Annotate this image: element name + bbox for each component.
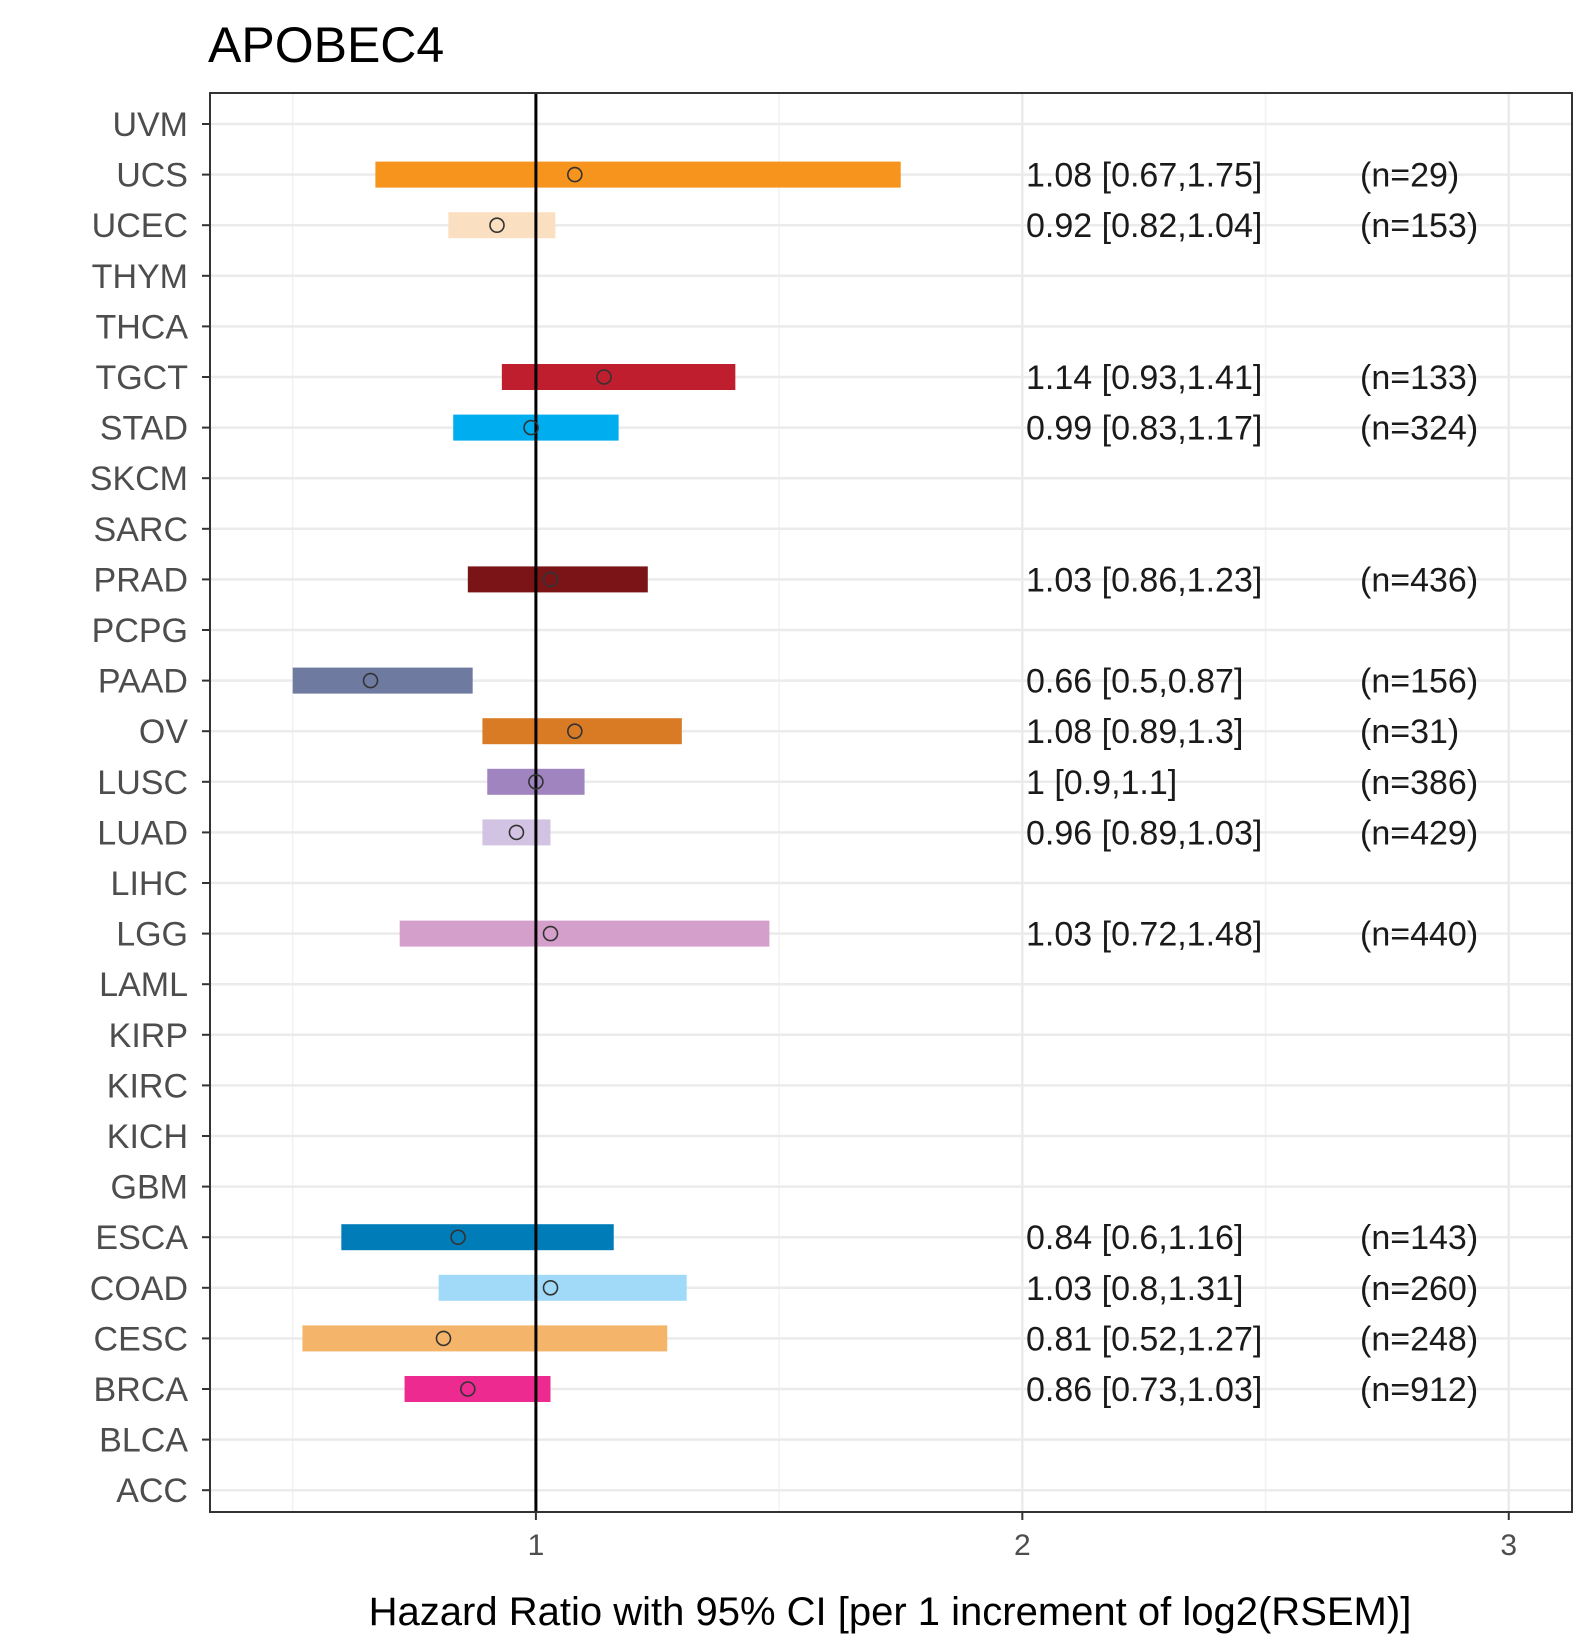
ci-label-esca: 0.84 [0.6,1.16] (1026, 1219, 1243, 1257)
y-tick-label-gbm: GBM (111, 1169, 188, 1207)
ci-label-cesc: 0.81 [0.52,1.27] (1026, 1320, 1262, 1358)
y-tick-label-kirc: KIRC (107, 1067, 188, 1105)
ci-label-ov: 1.08 [0.89,1.3] (1026, 713, 1243, 751)
y-tick-label-sarc: SARC (94, 511, 188, 549)
hr-point-cesc (435, 1330, 452, 1347)
hr-point-prad (542, 571, 559, 588)
ci-label-stad: 0.99 [0.83,1.17] (1026, 410, 1262, 448)
y-tick-label-ov: OV (139, 713, 188, 751)
y-tick-label-esca: ESCA (95, 1219, 188, 1257)
hr-point-tgct (596, 369, 612, 385)
x-tick-label: 2 (1014, 1529, 1031, 1562)
hr-points (362, 166, 612, 1397)
x-tick-label: 1 (528, 1529, 545, 1562)
ci-label-luad: 0.96 [0.89,1.03] (1026, 814, 1262, 852)
ci-bar-brca (404, 1376, 551, 1402)
y-tick-label-laml: LAML (99, 966, 188, 1004)
n-label-ucec: (n=153) (1360, 207, 1478, 245)
n-label-ucs: (n=29) (1360, 157, 1459, 195)
ci-bar-luad (482, 819, 551, 846)
x-tick-label: 3 (1500, 1529, 1517, 1562)
ci-label-ucs: 1.08 [0.67,1.75] (1026, 157, 1262, 195)
x-axis: 1 2 3 (528, 1512, 1517, 1562)
x-axis-label: Hazard Ratio with 95% CI [per 1 incremen… (369, 1590, 1412, 1634)
n-label-paad: (n=156) (1360, 663, 1478, 701)
ci-label-lusc: 1 [0.9,1.1] (1026, 764, 1177, 802)
y-tick-label-brca: BRCA (94, 1371, 189, 1409)
hr-point-ov (567, 723, 583, 740)
y-tick-label-lgg: LGG (116, 916, 188, 954)
y-tick-label-tgct: TGCT (95, 359, 188, 397)
y-tick-label-ucec: UCEC (92, 207, 188, 245)
y-tick-label-kich: KICH (107, 1118, 188, 1156)
hr-point-lgg (542, 925, 559, 942)
y-tick-label-uvm: UVM (112, 106, 188, 144)
ci-label-coad: 1.03 [0.8,1.31] (1026, 1270, 1243, 1308)
ci-bar-cesc (302, 1325, 668, 1352)
y-tick-label-kirp: KIRP (109, 1017, 188, 1055)
n-label-luad: (n=429) (1360, 814, 1478, 852)
n-label-cesc: (n=248) (1360, 1320, 1478, 1358)
hr-point-coad (542, 1280, 559, 1296)
n-label-prad: (n=436) (1360, 561, 1478, 599)
ci-label-prad: 1.03 [0.86,1.23] (1026, 561, 1262, 599)
annotations: 1.08 [0.67,1.75] (n=29) 0.92 [0.82,1.04] (n… (1026, 157, 1478, 1409)
ci-bar-esca (341, 1224, 614, 1251)
y-tick-label-paad: PAAD (98, 663, 188, 701)
hr-point-stad (523, 419, 539, 436)
y-tick-label-luad: LUAD (97, 814, 188, 852)
y-tick-label-skcm: SKCM (90, 460, 188, 498)
y-tick-label-blca: BLCA (99, 1422, 188, 1460)
ci-bar-coad (438, 1274, 687, 1301)
y-tick-label-pcpg: PCPG (92, 612, 188, 650)
ci-label-lgg: 1.03 [0.72,1.48] (1026, 916, 1262, 954)
ci-bar-ucs (375, 161, 901, 188)
hr-point-ucec (489, 217, 505, 233)
panel-border (209, 92, 1573, 1513)
ci-label-tgct: 1.14 [0.93,1.41] (1026, 359, 1262, 397)
hr-point-lusc (528, 773, 544, 790)
n-label-lusc: (n=386) (1360, 764, 1478, 802)
n-label-coad: (n=260) (1360, 1270, 1478, 1308)
hr-point-luad (508, 824, 525, 841)
y-tick-label-ucs: UCS (116, 157, 188, 195)
n-label-brca: (n=912) (1360, 1371, 1478, 1409)
y-tick-label-coad: COAD (90, 1270, 188, 1308)
ci-label-ucec: 0.92 [0.82,1.04] (1026, 207, 1262, 245)
hr-point-paad (362, 672, 379, 689)
y-tick-label-cesc: CESC (94, 1320, 188, 1358)
ci-bar-paad (292, 667, 473, 694)
y-axis: UVM UCS UCEC THYM THCA TGCT STAD SKCM SARC PRAD PC… (90, 106, 210, 1510)
ci-label-paad: 0.66 [0.5,0.87] (1026, 663, 1243, 701)
y-tick-label-lusc: LUSC (97, 764, 188, 802)
grid-lines (210, 93, 1572, 1512)
chart-title: APOBEC4 (208, 17, 444, 73)
y-tick-label-lihc: LIHC (111, 865, 188, 903)
hr-point-brca (460, 1381, 476, 1397)
ci-bar-ucec (448, 212, 556, 239)
y-tick-label-acc: ACC (116, 1472, 188, 1510)
ci-bar-lgg (399, 920, 770, 947)
ci-bar-tgct (501, 364, 736, 390)
y-tick-label-prad: PRAD (94, 561, 188, 599)
y-tick-label-thym: THYM (92, 258, 188, 296)
n-label-lgg: (n=440) (1360, 916, 1478, 954)
hr-point-ucs (567, 166, 583, 183)
y-tick-label-stad: STAD (100, 410, 188, 448)
n-label-stad: (n=324) (1360, 410, 1478, 448)
hr-point-esca (450, 1229, 466, 1245)
n-label-tgct: (n=133) (1360, 359, 1478, 397)
n-label-esca: (n=143) (1360, 1219, 1478, 1257)
ci-label-brca: 0.86 [0.73,1.03] (1026, 1371, 1262, 1409)
y-tick-label-thca: THCA (95, 308, 188, 346)
n-label-ov: (n=31) (1360, 713, 1459, 751)
